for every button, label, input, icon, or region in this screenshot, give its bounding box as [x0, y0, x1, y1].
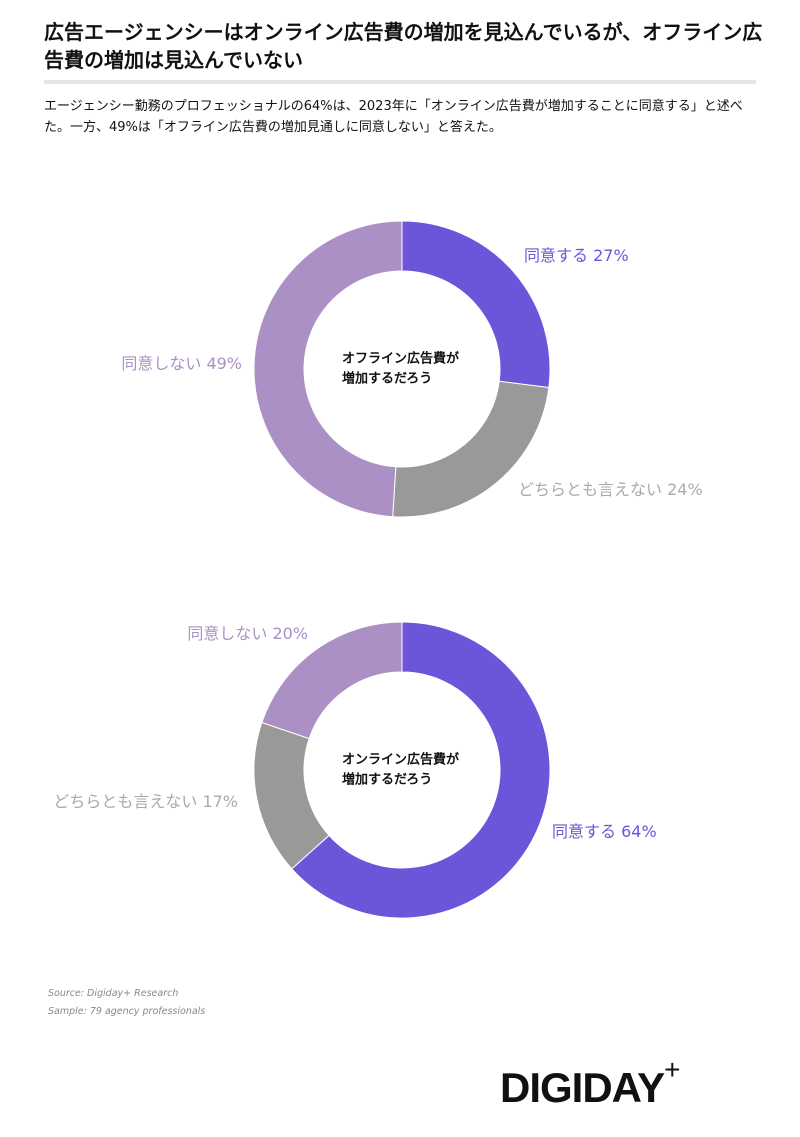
logo: DIGIDAY+ [500, 1054, 681, 1112]
logo-mark: + [664, 1054, 680, 1085]
subtitle: エージェンシー勤務のプロフェッショナルの64%は、2023年に「オンライン広告費… [44, 99, 743, 135]
sample: Sample: 79 agency professionals [48, 1006, 206, 1017]
donut-slice [291, 621, 551, 919]
slice-value: 49% [206, 354, 242, 373]
slice-category: どちらとも言えない [518, 480, 662, 499]
title: 広告エージェンシーはオンライン広告費の増加を見込んでいるが、オフライン広告費の増… [44, 20, 763, 72]
slice-category: どちらとも言えない [53, 792, 197, 811]
slice-category: 同意する [552, 822, 616, 841]
center-label: オフライン広告費が [342, 351, 459, 367]
slice-label: どちらとも言えない 17% [53, 792, 238, 811]
donut-slice [253, 220, 403, 518]
slice-value: 64% [621, 822, 657, 841]
slice-category: 同意しない [121, 354, 201, 373]
slice-label: どちらとも言えない 24% [518, 480, 703, 499]
slice-value: 20% [272, 624, 308, 643]
rule [44, 80, 756, 84]
center-label: 増加するだろう [342, 371, 432, 387]
center-label: 増加するだろう [342, 772, 432, 788]
slice-label: 同意しない 49% [121, 354, 242, 373]
slice-label: 同意する 27% [524, 246, 629, 265]
slice-label: 同意しない 20% [187, 624, 308, 643]
slice-category: 同意する [524, 246, 588, 265]
slice-label: 同意する 64% [552, 822, 657, 841]
slice-value: 27% [593, 246, 629, 265]
center-label: オンライン広告費が [342, 752, 459, 768]
slice-value: 17% [202, 792, 238, 811]
donut-slice [261, 621, 403, 740]
slice-value: 24% [667, 480, 703, 499]
slice-category: 同意しない [187, 624, 267, 643]
logo-text: DIGIDAY [500, 1064, 665, 1111]
source: Source: Digiday+ Research [48, 988, 179, 999]
donut-slice [392, 380, 550, 518]
